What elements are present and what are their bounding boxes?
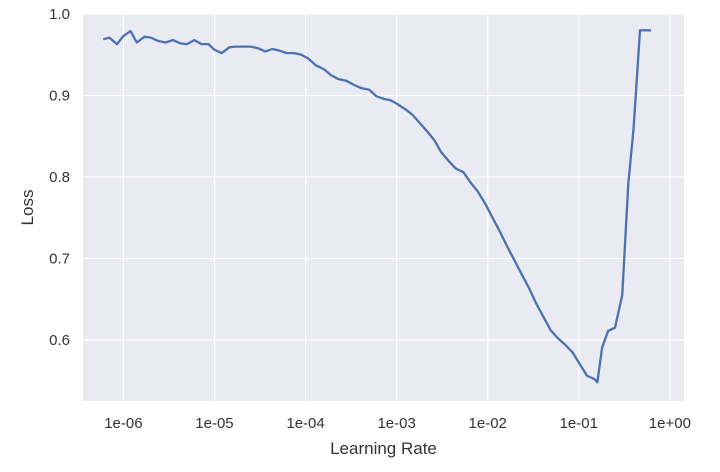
y-tick-label: 0.8: [49, 169, 70, 186]
plot-background: [83, 14, 684, 401]
x-tick-label: 1e-05: [195, 415, 233, 432]
loss-series-line: [102, 29, 651, 384]
x-tick-label: 1e+00: [649, 415, 691, 432]
x-axis-label: Learning Rate: [330, 439, 437, 458]
x-tick-label: 1e-06: [104, 415, 142, 432]
y-tick-label: 0.9: [49, 87, 70, 104]
y-tick-label: 0.7: [49, 250, 70, 267]
y-tick-label: 1.0: [49, 6, 70, 23]
x-tick-label: 1e-01: [560, 415, 598, 432]
tick-labels: 1e-06 1e-05 1e-04 1e-03 1e-02 1e-01 1e+00 0.6 0.…: [49, 6, 691, 432]
x-tick-label: 1e-03: [377, 415, 415, 432]
y-axis-label: Loss: [18, 190, 37, 226]
x-tick-label: 1e-02: [469, 415, 507, 432]
x-tick-label: 1e-04: [286, 415, 324, 432]
y-tick-label: 0.6: [49, 332, 70, 349]
